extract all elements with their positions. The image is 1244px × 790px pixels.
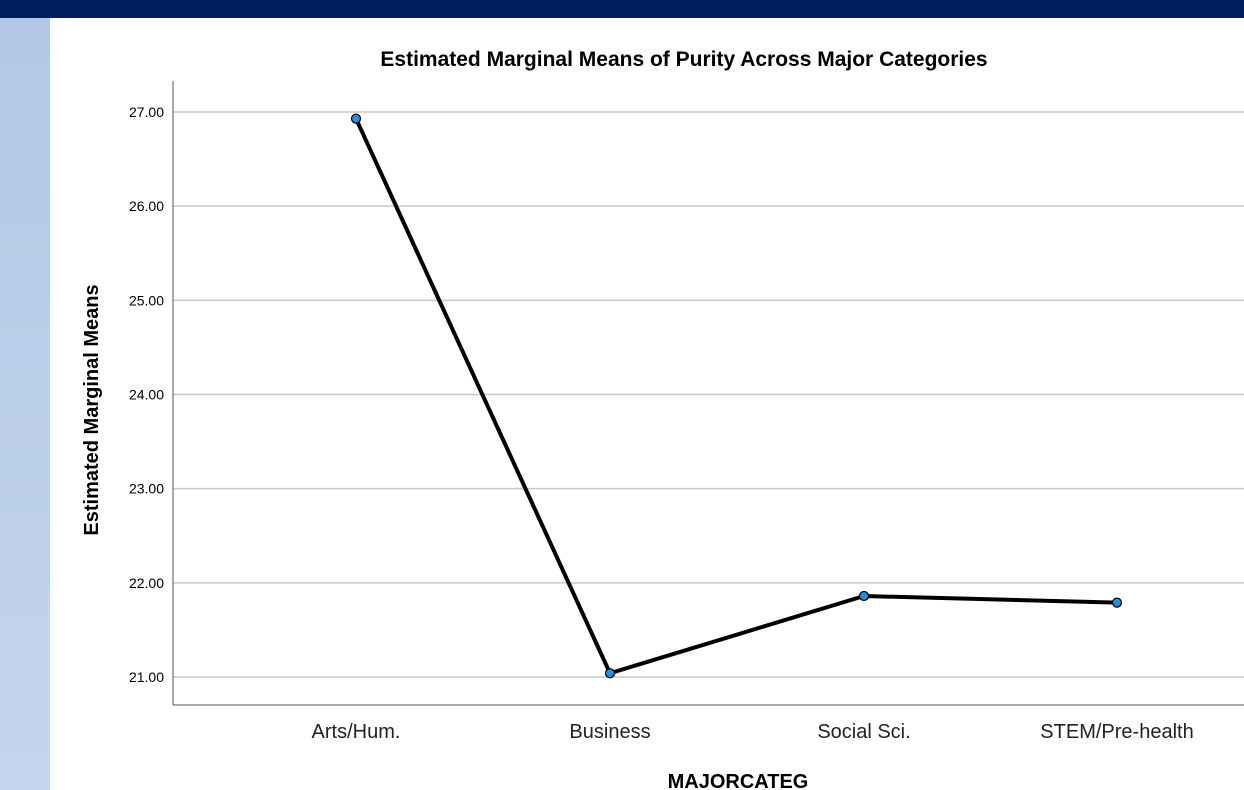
gridlines xyxy=(173,111,1244,678)
x-tick-label: Social Sci. xyxy=(817,721,910,743)
x-tick-label: STEM/Pre-health xyxy=(1040,721,1193,743)
x-tick-label: Arts/Hum. xyxy=(312,721,401,743)
data-point xyxy=(1111,597,1123,608)
data-point xyxy=(858,590,870,602)
y-tick-labels: 21.00 22.00 23.00 24.00 25.00 26.00 27.00 xyxy=(129,104,164,685)
y-tick-label: 21.00 xyxy=(129,669,164,685)
y-axis-label: Estimated Marginal Means xyxy=(81,284,103,535)
top-banner xyxy=(0,0,1244,18)
x-tick-label: Business xyxy=(569,721,650,743)
y-tick-label: 25.00 xyxy=(129,292,164,308)
y-tick-label: 27.00 xyxy=(129,104,164,120)
line-chart: Estimated Marginal Means of Purity Acros… xyxy=(81,48,1244,790)
chart-area: Estimated Marginal Means of Purity Acros… xyxy=(50,18,1244,790)
data-point xyxy=(350,113,362,124)
data-point xyxy=(604,668,616,679)
chart-title: Estimated Marginal Means of Purity Acros… xyxy=(380,48,987,71)
series-line xyxy=(354,117,1118,676)
x-axis-label: MAJORCATEG xyxy=(668,771,809,790)
x-tick-labels: Arts/Hum. Business Social Sci. STEM/Pre-hea… xyxy=(312,721,1194,743)
y-tick-label: 22.00 xyxy=(129,575,164,591)
y-tick-label: 26.00 xyxy=(129,198,164,214)
y-tick-label: 23.00 xyxy=(129,481,164,497)
series-group xyxy=(350,113,1123,679)
left-side-band xyxy=(0,18,50,790)
y-tick-label: 24.00 xyxy=(129,387,164,403)
